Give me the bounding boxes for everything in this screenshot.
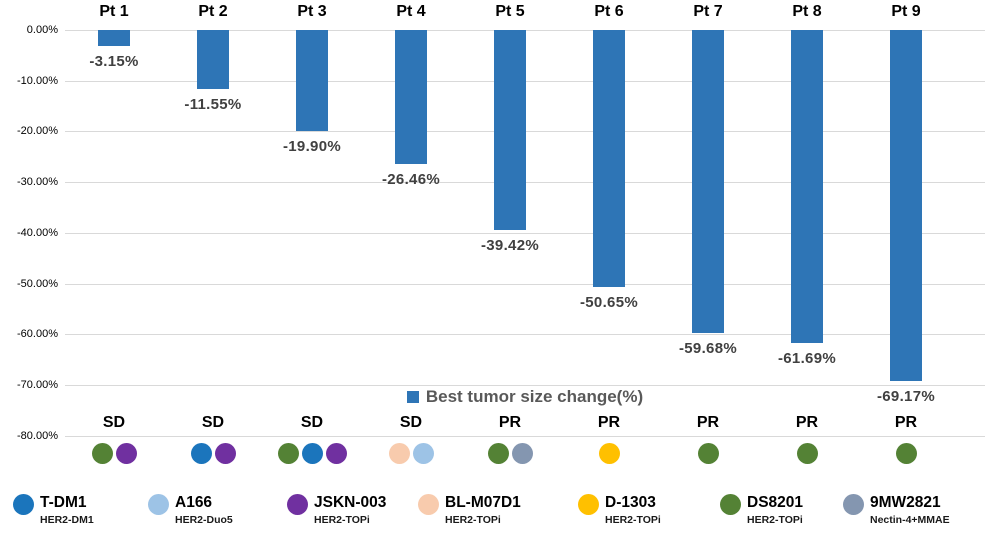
bar-value-label: -19.90% — [283, 138, 341, 155]
prior-treatment-dot — [895, 443, 917, 464]
prior-treatment-dot — [91, 443, 113, 464]
prior-treatment-dot — [511, 443, 533, 464]
bar — [692, 30, 724, 333]
patient-label: Pt 2 — [198, 3, 228, 20]
legend-drug-target: HER2-TOPi — [314, 514, 370, 526]
patient-label: Pt 9 — [891, 3, 921, 20]
bar-value-label: -50.65% — [580, 294, 638, 311]
patient-label: Pt 4 — [396, 3, 426, 20]
legend-drug-name: D-1303 — [605, 494, 656, 511]
bar-value-label: -11.55% — [184, 96, 242, 113]
bar-value-label: -61.69% — [778, 350, 836, 367]
legend-dot-icon — [148, 494, 169, 515]
y-axis-tick-label: -60.00% — [17, 328, 58, 340]
legend-item: 9MW2821 Nectin-4+MMAE — [843, 489, 950, 526]
legend-drug-target: HER2-Duo5 — [175, 514, 233, 526]
patient-label: Pt 6 — [594, 3, 624, 20]
y-axis-tick-label: -20.00% — [17, 125, 58, 137]
patient-label: Pt 5 — [495, 3, 525, 20]
response-label: SD — [102, 414, 126, 431]
response-label: PR — [795, 414, 819, 431]
legend-item: D-1303 HER2-TOPi — [578, 489, 661, 526]
legend-drug-name: JSKN-003 — [314, 494, 387, 511]
legend-item: BL-M07D1 HER2-TOPi — [418, 489, 521, 526]
prior-treatment-dot — [796, 443, 818, 464]
legend-dot-icon — [720, 494, 741, 515]
prior-treatment-dot — [277, 443, 299, 464]
legend-drug-name: DS8201 — [747, 494, 804, 511]
y-axis-tick-label: -10.00% — [17, 75, 58, 87]
response-label: SD — [201, 414, 225, 431]
y-axis-tick-label: -50.00% — [17, 278, 58, 290]
y-axis-tick-label: 0.00% — [26, 24, 58, 36]
legend-item: DS8201 HER2-TOPi — [720, 489, 803, 526]
patient-label: Pt 1 — [99, 3, 129, 20]
prior-treatment-dot — [598, 443, 620, 464]
series-legend: Best tumor size change(%) — [65, 387, 985, 407]
legend-drug-name: T-DM1 — [40, 494, 87, 511]
response-label: PR — [597, 414, 621, 431]
patient-label: Pt 7 — [693, 3, 723, 20]
patient-label: Pt 3 — [297, 3, 327, 20]
bar-value-label: -26.46% — [382, 171, 440, 188]
bar — [593, 30, 625, 287]
legend-drug-target: HER2-TOPi — [747, 514, 803, 526]
legend-drug-name: A166 — [175, 494, 213, 511]
prior-treatment-dot — [115, 443, 137, 464]
bar-value-label: -59.68% — [679, 340, 737, 357]
bar — [890, 30, 922, 381]
bar — [98, 30, 130, 46]
response-label: PR — [894, 414, 918, 431]
response-label: PR — [696, 414, 720, 431]
response-label: SD — [399, 414, 423, 431]
patient-label: Pt 8 — [792, 3, 822, 20]
legend-drug-name: 9MW2821 — [870, 494, 941, 511]
bar — [791, 30, 823, 343]
series-legend-marker-icon — [406, 391, 419, 403]
gridline — [65, 284, 985, 285]
bar-value-label: -69.17% — [877, 388, 935, 405]
prior-treatment-dot — [388, 443, 410, 464]
gridline — [65, 233, 985, 234]
legend-drug-name: BL-M07D1 — [445, 494, 521, 511]
legend-item: A166 HER2-Duo5 — [148, 489, 233, 526]
legend-dot-icon — [843, 494, 864, 515]
prior-treatment-dot — [301, 443, 323, 464]
bar — [197, 30, 229, 89]
legend-drug-target: HER2-TOPi — [445, 514, 501, 526]
prior-treatment-dot — [325, 443, 347, 464]
legend-item: T-DM1 HER2-DM1 — [13, 489, 94, 526]
y-axis-tick-label: -30.00% — [17, 176, 58, 188]
gridline — [65, 334, 985, 335]
prior-treatment-dot — [214, 443, 236, 464]
prior-treatment-dot — [487, 443, 509, 464]
legend-drug-target: HER2-DM1 — [40, 514, 94, 526]
y-axis-tick-label: -80.00% — [17, 430, 58, 442]
response-label: SD — [300, 414, 324, 431]
y-axis-tick-label: -40.00% — [17, 227, 58, 239]
bar-value-label: -39.42% — [481, 237, 539, 254]
response-label: PR — [498, 414, 522, 431]
legend-dot-icon — [287, 494, 308, 515]
y-axis-tick-label: -70.00% — [17, 379, 58, 391]
bar — [494, 30, 526, 230]
bar-value-label: -3.15% — [89, 53, 139, 70]
legend-dot-icon — [13, 494, 34, 515]
legend-dot-icon — [418, 494, 439, 515]
gridline — [65, 385, 985, 386]
bar — [395, 30, 427, 164]
bar — [296, 30, 328, 131]
legend-drug-target: HER2-TOPi — [605, 514, 661, 526]
series-legend-label: Best tumor size change(%) — [425, 387, 644, 406]
prior-treatment-dot — [190, 443, 212, 464]
prior-treatment-dot — [412, 443, 434, 464]
gridline — [65, 436, 985, 437]
legend-drug-target: Nectin-4+MMAE — [870, 514, 950, 526]
legend-item: JSKN-003 HER2-TOPi — [287, 489, 386, 526]
legend-dot-icon — [578, 494, 599, 515]
prior-treatment-dot — [697, 443, 719, 464]
